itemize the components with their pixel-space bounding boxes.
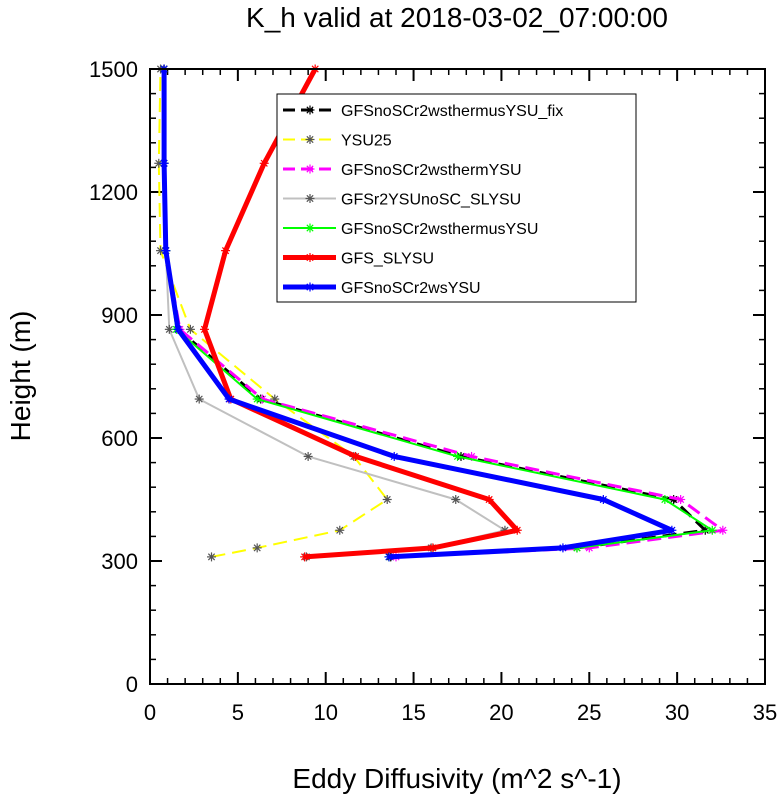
x-tick-label: 35 <box>753 700 777 725</box>
data-point <box>384 552 394 562</box>
legend-label: GFSnoSCr2wsthermYSU <box>341 162 522 179</box>
data-point <box>252 394 262 404</box>
data-point <box>718 525 728 535</box>
data-point <box>660 495 670 504</box>
legend-entry: GFSr2YSUnoSC_SLYSU <box>283 192 521 209</box>
legend-entry: GFSnoSCr2wsthermYSU <box>283 162 522 179</box>
data-point <box>221 246 231 256</box>
legend-entry: YSU25 <box>283 133 392 150</box>
series-line <box>202 67 520 560</box>
legend-label: GFSnoSCr2wsYSU <box>341 280 481 297</box>
x-tick-label: 20 <box>489 700 513 725</box>
y-tick-label: 0 <box>126 672 138 697</box>
data-point <box>194 394 204 404</box>
legend-marker <box>305 135 315 144</box>
data-point <box>199 324 209 334</box>
series-line <box>157 68 389 558</box>
legend-label: GFS_SLYSU <box>341 251 434 268</box>
y-axis-label: Height (m) <box>5 311 36 442</box>
legend-label: GFSnoSCr2wsthermusYSU <box>341 221 538 238</box>
legend-marker <box>305 194 315 203</box>
data-point <box>428 543 438 553</box>
legend-label: YSU25 <box>341 133 392 150</box>
y-tick-label: 1200 <box>89 180 138 205</box>
chart-title: K_h valid at 2018-03-02_07:00:00 <box>246 2 668 33</box>
x-tick-label: 5 <box>232 700 244 725</box>
data-point <box>224 394 234 404</box>
data-point <box>382 495 392 504</box>
data-point <box>161 246 171 256</box>
data-point <box>173 324 183 334</box>
legend: GFSnoSCr2wsthermusYSU_fix YSU25 GFSnoSCr2w… <box>276 93 637 303</box>
data-point <box>453 451 462 461</box>
legend-marker <box>305 253 315 262</box>
series-layer <box>154 64 728 562</box>
legend-entry: GFS_SLYSU <box>283 251 434 268</box>
data-point <box>252 543 262 553</box>
axis-ticks: 0 5 10 15 20 25 30 35 0 300 600 900 1200 1500 <box>89 57 777 725</box>
y-tick-label: 300 <box>101 549 138 574</box>
x-tick-label: 25 <box>577 700 601 725</box>
data-point <box>484 495 494 504</box>
data-point <box>451 495 461 504</box>
data-point <box>667 525 677 535</box>
y-tick-label: 1500 <box>89 57 138 82</box>
x-axis-label: Eddy Diffusivity (m^2 s^-1) <box>292 763 621 794</box>
data-point <box>300 552 310 562</box>
x-tick-label: 30 <box>665 700 689 725</box>
data-point <box>207 552 216 562</box>
data-point <box>558 543 568 553</box>
legend-marker <box>305 105 315 115</box>
legend-box <box>276 93 637 303</box>
legend-entry: GFSnoSCr2wsthermusYSU_fix <box>283 103 563 120</box>
data-point <box>154 158 164 168</box>
x-tick-label: 10 <box>313 700 337 725</box>
data-point <box>598 495 608 504</box>
data-point <box>389 451 399 461</box>
data-point <box>303 451 313 461</box>
data-point <box>676 495 686 504</box>
legend-label: GFSr2YSUnoSC_SLYSU <box>341 192 521 209</box>
series-line <box>161 69 675 560</box>
data-point <box>159 158 169 168</box>
legend-marker <box>305 282 315 292</box>
data-point <box>512 525 522 535</box>
series-6 <box>159 64 677 562</box>
x-tick-label: 15 <box>401 700 425 725</box>
legend-entry: GFSnoSCr2wsthermusYSU <box>283 221 538 238</box>
legend-marker <box>305 223 315 233</box>
plot-frame <box>149 68 766 685</box>
data-point <box>156 246 166 256</box>
data-point <box>164 324 174 334</box>
x-tick-label: 0 <box>144 700 156 725</box>
data-point <box>707 525 717 535</box>
legend-entry: GFSnoSCr2wsYSU <box>283 280 481 297</box>
y-tick-label: 900 <box>101 303 138 328</box>
legend-label: GFSnoSCr2wsthermusYSU_fix <box>341 103 563 120</box>
y-tick-label: 600 <box>101 426 138 451</box>
data-point <box>351 451 361 461</box>
legend-marker <box>305 164 315 174</box>
data-point <box>335 525 345 535</box>
data-point <box>259 158 269 168</box>
data-point <box>185 324 195 334</box>
